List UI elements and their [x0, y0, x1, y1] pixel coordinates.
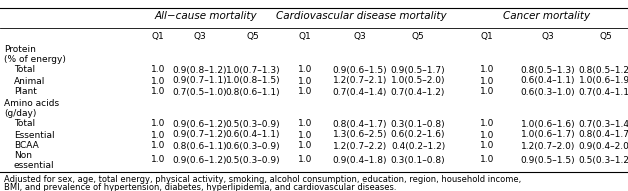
Text: 0.9(0.7–1.1): 0.9(0.7–1.1): [173, 77, 227, 86]
Text: 1.0(0.5–2.0): 1.0(0.5–2.0): [391, 77, 445, 86]
Text: 0.9(0.5–1.5): 0.9(0.5–1.5): [521, 155, 575, 164]
Text: 1.0(0.6–1.6): 1.0(0.6–1.6): [521, 120, 575, 129]
Text: Cancer mortality: Cancer mortality: [503, 11, 590, 21]
Text: 0.8(0.4–1.7): 0.8(0.4–1.7): [579, 130, 628, 139]
Text: 1.0: 1.0: [480, 77, 494, 86]
Text: Essential: Essential: [14, 130, 55, 139]
Text: Q3: Q3: [193, 32, 207, 41]
Text: 0.7(0.4–1.4): 0.7(0.4–1.4): [333, 87, 387, 96]
Text: Q3: Q3: [354, 32, 366, 41]
Text: 0.7(0.4–1.2): 0.7(0.4–1.2): [391, 87, 445, 96]
Text: 1.0: 1.0: [480, 130, 494, 139]
Text: 0.9(0.4–2.0): 0.9(0.4–2.0): [579, 142, 628, 151]
Text: Protein: Protein: [4, 45, 36, 53]
Text: 1.0: 1.0: [298, 120, 312, 129]
Text: 0.5(0.3–1.2): 0.5(0.3–1.2): [579, 155, 628, 164]
Text: 0.7(0.5–1.0): 0.7(0.5–1.0): [173, 87, 227, 96]
Text: 1.0: 1.0: [151, 142, 165, 151]
Text: Plant: Plant: [14, 87, 37, 96]
Text: Q3: Q3: [541, 32, 555, 41]
Text: 0.6(0.3–0.9): 0.6(0.3–0.9): [225, 142, 280, 151]
Text: 1.0: 1.0: [480, 120, 494, 129]
Text: 1.0: 1.0: [480, 66, 494, 74]
Text: 1.0: 1.0: [298, 130, 312, 139]
Text: BMI, and prevalence of hypertension, diabetes, hyperlipidemia, and cardiovascula: BMI, and prevalence of hypertension, dia…: [4, 184, 396, 191]
Text: 0.5(0.3–0.9): 0.5(0.3–0.9): [225, 120, 280, 129]
Text: 1.0(0.8–1.5): 1.0(0.8–1.5): [225, 77, 280, 86]
Text: 0.6(0.4–1.1): 0.6(0.4–1.1): [521, 77, 575, 86]
Text: 1.0(0.7–1.3): 1.0(0.7–1.3): [225, 66, 280, 74]
Text: 0.6(0.3–1.0): 0.6(0.3–1.0): [521, 87, 575, 96]
Text: 0.8(0.6–1.1): 0.8(0.6–1.1): [225, 87, 280, 96]
Text: 1.0: 1.0: [151, 77, 165, 86]
Text: 1.0: 1.0: [151, 120, 165, 129]
Text: 1.2(0.7–2.1): 1.2(0.7–2.1): [333, 77, 387, 86]
Text: 0.9(0.4–1.8): 0.9(0.4–1.8): [333, 155, 387, 164]
Text: essential: essential: [14, 160, 55, 169]
Text: 1.0: 1.0: [151, 130, 165, 139]
Text: 0.9(0.5–1.7): 0.9(0.5–1.7): [391, 66, 445, 74]
Text: 1.2(0.7–2.2): 1.2(0.7–2.2): [333, 142, 387, 151]
Text: 1.0: 1.0: [298, 155, 312, 164]
Text: Non: Non: [14, 151, 32, 159]
Text: 0.7(0.4–1.1): 0.7(0.4–1.1): [579, 87, 628, 96]
Text: Q1: Q1: [299, 32, 311, 41]
Text: 0.6(0.4–1.1): 0.6(0.4–1.1): [225, 130, 280, 139]
Text: 0.7(0.3–1.4): 0.7(0.3–1.4): [579, 120, 628, 129]
Text: 1.0: 1.0: [151, 87, 165, 96]
Text: 1.0: 1.0: [480, 87, 494, 96]
Text: 0.3(0.1–0.8): 0.3(0.1–0.8): [391, 155, 445, 164]
Text: Total: Total: [14, 66, 35, 74]
Text: 1.0: 1.0: [480, 142, 494, 151]
Text: 0.8(0.5–1.3): 0.8(0.5–1.3): [521, 66, 575, 74]
Text: All−cause mortality: All−cause mortality: [154, 11, 257, 21]
Text: 0.9(0.7–1.2): 0.9(0.7–1.2): [173, 130, 227, 139]
Text: 1.3(0.6–2.5): 1.3(0.6–2.5): [333, 130, 387, 139]
Text: Q1: Q1: [151, 32, 165, 41]
Text: 1.0: 1.0: [298, 87, 312, 96]
Text: 1.0: 1.0: [298, 142, 312, 151]
Text: 0.9(0.6–1.2): 0.9(0.6–1.2): [173, 155, 227, 164]
Text: BCAA: BCAA: [14, 142, 39, 151]
Text: 0.9(0.6–1.2): 0.9(0.6–1.2): [173, 120, 227, 129]
Text: 0.5(0.3–0.9): 0.5(0.3–0.9): [225, 155, 280, 164]
Text: 0.8(0.6–1.1): 0.8(0.6–1.1): [173, 142, 227, 151]
Text: 1.0: 1.0: [298, 66, 312, 74]
Text: 0.9(0.8–1.2): 0.9(0.8–1.2): [173, 66, 227, 74]
Text: 1.0: 1.0: [480, 155, 494, 164]
Text: Q5: Q5: [600, 32, 612, 41]
Text: Animal: Animal: [14, 77, 45, 86]
Text: 0.3(0.1–0.8): 0.3(0.1–0.8): [391, 120, 445, 129]
Text: 1.0(0.6–1.7): 1.0(0.6–1.7): [521, 130, 575, 139]
Text: Adjusted for sex, age, total energy, physical activity, smoking, alcohol consump: Adjusted for sex, age, total energy, phy…: [4, 175, 521, 184]
Text: 0.8(0.4–1.7): 0.8(0.4–1.7): [333, 120, 387, 129]
Text: 1.0: 1.0: [151, 66, 165, 74]
Text: Q5: Q5: [411, 32, 425, 41]
Text: (g/day): (g/day): [4, 108, 36, 117]
Text: Cardiovascular disease mortality: Cardiovascular disease mortality: [276, 11, 447, 21]
Text: (% of energy): (% of energy): [4, 54, 66, 63]
Text: Q5: Q5: [247, 32, 259, 41]
Text: 1.2(0.7–2.0): 1.2(0.7–2.0): [521, 142, 575, 151]
Text: 1.0: 1.0: [298, 77, 312, 86]
Text: 0.9(0.6–1.5): 0.9(0.6–1.5): [333, 66, 387, 74]
Text: 1.0(0.6–1.9): 1.0(0.6–1.9): [578, 77, 628, 86]
Text: 0.8(0.5–1.2): 0.8(0.5–1.2): [579, 66, 628, 74]
Text: Q1: Q1: [480, 32, 494, 41]
Text: Amino acids: Amino acids: [4, 99, 59, 108]
Text: 1.0: 1.0: [151, 155, 165, 164]
Text: 0.6(0.2–1.6): 0.6(0.2–1.6): [391, 130, 445, 139]
Text: Total: Total: [14, 120, 35, 129]
Text: 0.4(0.2–1.2): 0.4(0.2–1.2): [391, 142, 445, 151]
